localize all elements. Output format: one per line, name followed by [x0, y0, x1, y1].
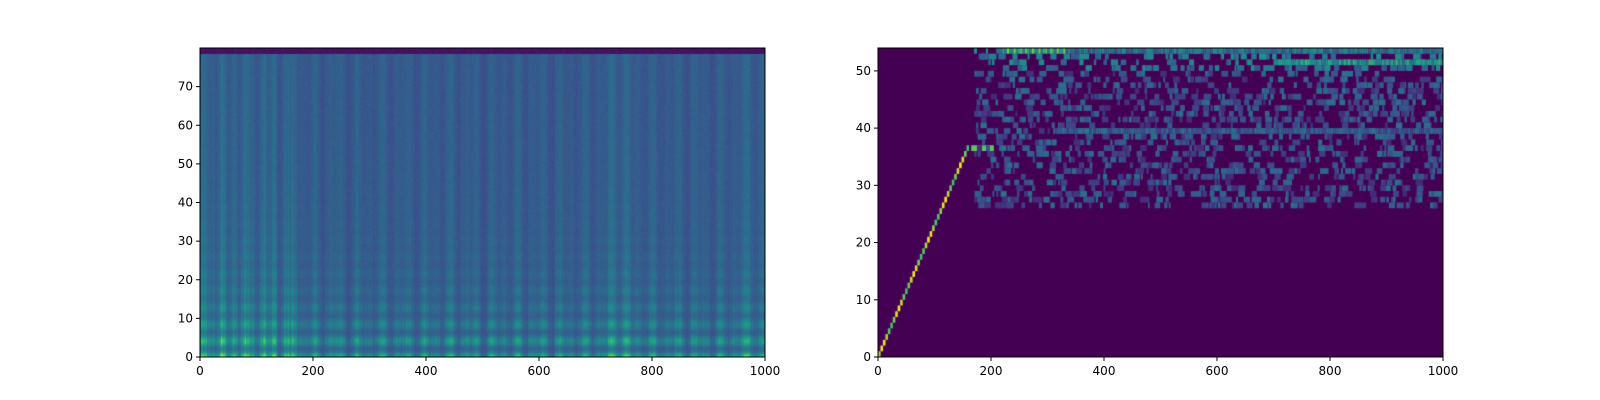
spectrogram-panel: 0 200 400 600 800 1000 0 10 20 30 40 50 60 70 — [178, 48, 781, 378]
spectrogram-y-tick-label: 40 — [178, 196, 193, 210]
alignment-x-tick-label: 1000 — [1428, 364, 1459, 378]
spectrogram-y-tick-label: 30 — [178, 234, 193, 248]
spectrogram-x-tick-label: 400 — [415, 364, 438, 378]
alignment-y-tick-label: 20 — [856, 236, 871, 250]
alignment-image — [878, 48, 1443, 357]
spectrogram-y-tick-label: 70 — [178, 80, 193, 94]
alignment-y-tick-label: 30 — [856, 178, 871, 192]
spectrogram-y-tick-label: 20 — [178, 273, 193, 287]
spectrogram-y-tick-label: 50 — [178, 157, 193, 171]
alignment-y-tick-label: 40 — [856, 121, 871, 135]
alignment-y-tick-label: 10 — [856, 293, 871, 307]
alignment-y-tick-label: 0 — [863, 350, 871, 364]
spectrogram-x-tick-label: 600 — [528, 364, 551, 378]
alignment-x-tick-label: 600 — [1206, 364, 1229, 378]
alignment-x-tick-label: 800 — [1319, 364, 1342, 378]
spectrogram-y-tick-label: 10 — [178, 311, 193, 325]
spectrogram-y-tick-label: 60 — [178, 118, 193, 132]
alignment-x-tick-label: 200 — [980, 364, 1003, 378]
alignment-y-tick-label: 50 — [856, 64, 871, 78]
alignment-x-tick-label: 0 — [874, 364, 882, 378]
spectrogram-x-tick-label: 200 — [302, 364, 325, 378]
spectrogram-y-tick-label: 0 — [185, 350, 193, 364]
alignment-panel: 0 200 400 600 800 1000 0 10 20 30 40 50 — [856, 48, 1459, 378]
spectrogram-image — [200, 48, 765, 357]
spectrogram-x-tick-label: 800 — [641, 364, 664, 378]
spectrogram-x-tick-label: 0 — [196, 364, 204, 378]
alignment-x-tick-label: 400 — [1093, 364, 1116, 378]
spectrogram-x-tick-label: 1000 — [750, 364, 781, 378]
